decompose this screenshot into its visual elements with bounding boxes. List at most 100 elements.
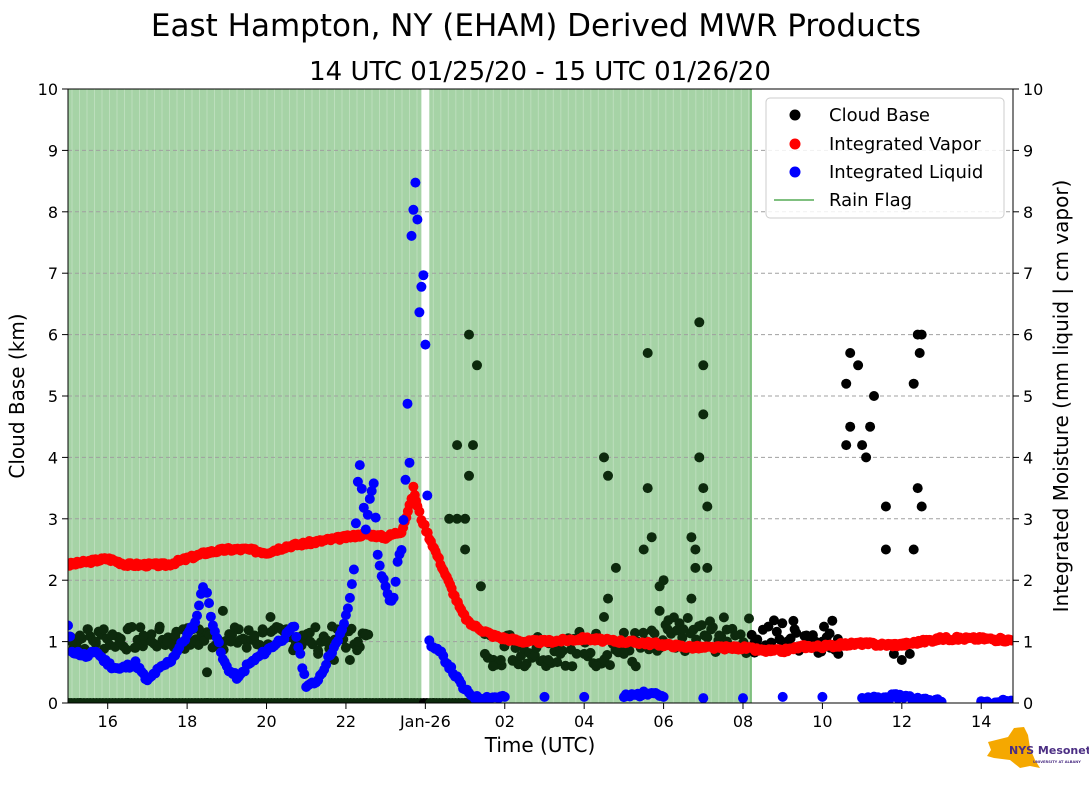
cloud-base-point	[346, 623, 357, 634]
cloud-base-point	[769, 615, 779, 626]
legend-label-rain-flag: Rain Flag	[829, 190, 912, 211]
cloud-base-point	[690, 562, 701, 573]
liquid-point	[406, 230, 417, 241]
cloud-base-point	[678, 624, 689, 635]
liquid-point	[414, 307, 425, 318]
cloud-base-point	[642, 348, 653, 358]
right-y-tick-label: 10	[1023, 80, 1043, 99]
cloud-base-point	[555, 648, 566, 659]
left-y-tick-label: 8	[48, 203, 58, 222]
cloud-base-point	[706, 624, 717, 635]
cloud-base-point	[696, 620, 707, 631]
rain-flag-layer	[68, 89, 752, 703]
cloud-base-point	[603, 470, 613, 481]
cloud-base-point	[865, 421, 876, 432]
liquid-point	[408, 204, 419, 215]
cloud-base-point	[552, 657, 563, 668]
liquid-point	[68, 620, 73, 631]
liquid-point	[350, 518, 361, 529]
cloud-base-point	[162, 698, 173, 703]
cloud-base-point	[690, 544, 701, 555]
vapor-point	[408, 481, 419, 492]
cloud-base-point	[714, 630, 725, 641]
cloud-base-point	[744, 613, 754, 624]
liquid-point	[777, 691, 788, 702]
legend-marker-cloud-base	[789, 109, 801, 121]
cloud-base-point	[428, 698, 439, 703]
liquid-point	[1008, 696, 1013, 703]
cloud-base-point	[567, 661, 578, 672]
liquid-point	[936, 696, 947, 703]
cloud-base-point	[464, 470, 474, 481]
liquid-point	[291, 631, 302, 642]
liquid-series	[68, 177, 1013, 703]
cloud-base-point	[344, 655, 355, 665]
cloud-base-point	[638, 627, 649, 638]
cloud-base-point	[519, 661, 530, 672]
left-y-tick-label: 7	[48, 264, 58, 283]
cloud-base-point	[310, 622, 321, 633]
cloud-base-point	[698, 360, 709, 371]
cloud-base-point	[730, 630, 741, 641]
cloud-base-point	[135, 622, 146, 633]
cloud-base-point	[896, 655, 907, 665]
cloud-base-point	[579, 648, 590, 659]
cloud-base-point	[68, 698, 73, 703]
cloud-base-point	[495, 655, 506, 665]
cloud-base-point	[916, 329, 927, 340]
cloud-base-point	[702, 562, 713, 573]
x-tick-label: 18	[177, 712, 197, 731]
x-tick-label: 16	[98, 712, 118, 731]
liquid-point	[362, 509, 373, 520]
cloud-base-point	[618, 627, 629, 638]
cloud-base-point	[122, 698, 133, 703]
cloud-base-point	[642, 483, 653, 494]
cloud-base-point	[841, 378, 852, 389]
nys-mesonet-logo: NYS Mesonet UNIVERSITY AT ALBANY	[987, 727, 1089, 768]
cloud-base-point	[610, 562, 621, 573]
cloud-base-point	[591, 661, 602, 672]
x-tick-label: 02	[495, 712, 515, 731]
cloud-base-point	[880, 501, 891, 512]
liquid-point	[817, 691, 828, 702]
liquid-point	[364, 493, 375, 504]
left-y-tick-label: 0	[48, 694, 58, 713]
cloud-base-point	[460, 544, 471, 555]
cloud-base-point	[241, 698, 252, 703]
x-tick-label: 20	[256, 712, 276, 731]
cloud-base-point	[638, 544, 649, 555]
legend-box	[765, 97, 1005, 219]
cloud-base-point	[857, 440, 868, 451]
liquid-point	[295, 648, 306, 659]
x-tick-label: 10	[812, 712, 832, 731]
cloud-base-point	[599, 452, 609, 463]
cloud-base-point	[698, 409, 709, 420]
cloud-base-point	[916, 501, 927, 512]
liquid-point	[204, 598, 214, 609]
liquid-point	[372, 549, 383, 560]
left-y-axis-label: Cloud Base (km)	[5, 313, 29, 478]
liquid-point	[404, 457, 415, 468]
x-axis: 16 18 20 22 Jan-26 02 04 06 08 10 12 14	[98, 703, 991, 731]
liquid-point	[658, 691, 669, 702]
cloud-base-point	[305, 636, 316, 647]
cloud-base-point	[130, 642, 141, 653]
liquid-point	[342, 603, 353, 614]
right-y-tick-label: 8	[1023, 203, 1033, 222]
cloud-base-point	[170, 630, 181, 641]
cloud-base-point	[241, 642, 252, 653]
cloud-base-point	[475, 581, 486, 592]
cloud-base-point	[777, 618, 788, 629]
left-y-tick-label: 5	[48, 387, 58, 406]
x-tick-label: 06	[653, 712, 673, 731]
liquid-point	[388, 592, 399, 603]
cloud-base-point	[869, 391, 879, 401]
cloud-base-point	[801, 630, 812, 641]
cloud-base-point	[225, 636, 236, 647]
right-y-tick-label: 0	[1023, 694, 1033, 713]
liquid-point	[368, 478, 379, 489]
cloud-base-point	[853, 360, 864, 371]
cloud-base-point	[571, 648, 582, 659]
legend-label-vapor: Integrated Vapor	[829, 134, 981, 155]
cloud-base-point	[904, 648, 915, 659]
